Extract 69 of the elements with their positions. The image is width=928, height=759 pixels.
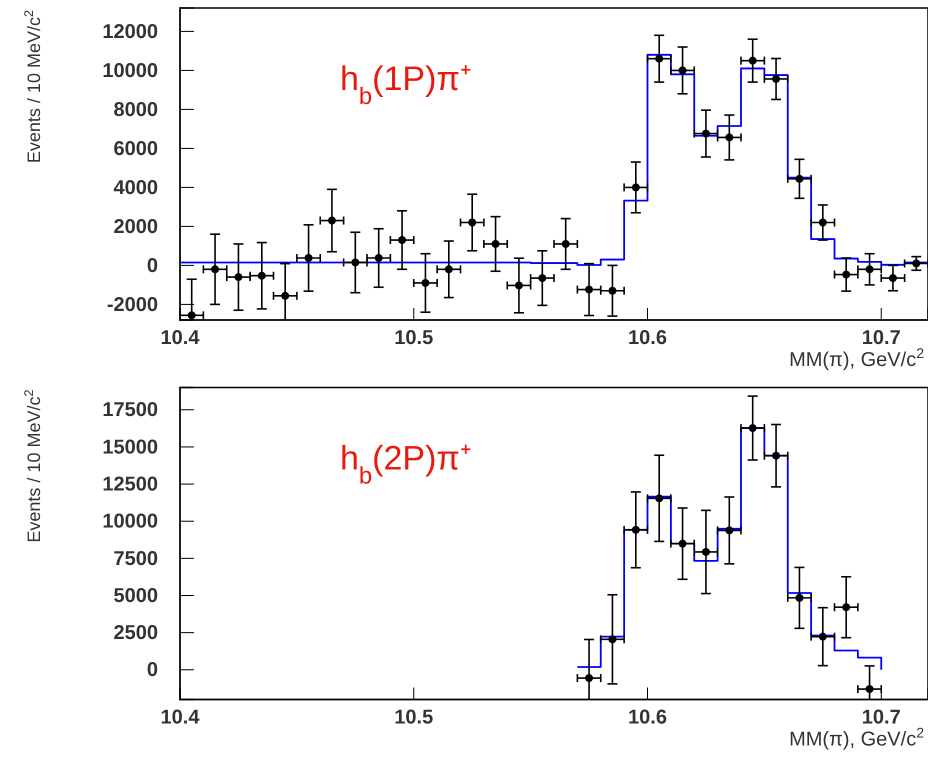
point (655, 494, 664, 502)
point (795, 594, 804, 602)
y-tick-label: 7500 (114, 548, 158, 570)
point (655, 54, 664, 63)
point (842, 270, 850, 279)
point (888, 274, 897, 282)
point (866, 265, 874, 274)
point (632, 526, 640, 534)
x-tick-label: 10.4 (160, 327, 200, 350)
point (444, 265, 453, 274)
point (421, 278, 430, 287)
y-tick-label: 15000 (102, 436, 158, 458)
point (585, 286, 594, 294)
point (328, 216, 336, 225)
x-tick-label: 10.5 (394, 706, 434, 729)
y-tick-label: 12000 (102, 20, 158, 43)
point (818, 632, 827, 641)
point (281, 292, 290, 300)
point (842, 603, 850, 612)
y-tick-label: 2500 (114, 622, 158, 644)
y-tick-label: 2000 (114, 216, 158, 238)
annotation: h$_{b}$(1P)π⁺ (340, 60, 471, 110)
point (304, 254, 313, 262)
point (632, 183, 640, 192)
point (585, 674, 594, 682)
y-tick-label: 0 (146, 254, 158, 277)
point (514, 282, 523, 290)
y-tick-label: 10000 (102, 60, 158, 82)
point (258, 272, 266, 280)
point (188, 311, 196, 320)
point (772, 75, 780, 83)
point (748, 56, 757, 65)
y-tick-label: 10000 (102, 510, 158, 533)
x-tick-label: 10.6 (628, 327, 667, 350)
point (211, 265, 220, 274)
y-tick-label: 12500 (102, 473, 158, 496)
point (374, 254, 383, 262)
point (608, 635, 616, 644)
point (678, 540, 687, 548)
point (562, 240, 570, 248)
y-tick-label: 5000 (114, 584, 158, 607)
point (398, 236, 406, 244)
point (468, 218, 476, 226)
point (234, 273, 242, 282)
point (748, 424, 757, 432)
y-tick-label: -2000 (106, 294, 158, 316)
point (538, 274, 546, 282)
x-tick-label: 10.6 (628, 706, 667, 729)
y-tick-label: 8000 (114, 98, 158, 121)
point (702, 130, 710, 138)
point (608, 286, 616, 295)
point (702, 548, 710, 556)
point (351, 258, 360, 266)
point (725, 134, 734, 142)
y-tick-label: 0 (146, 659, 158, 682)
point (725, 526, 734, 534)
y-tick-label: 17500 (102, 399, 158, 422)
point (818, 218, 827, 226)
point (772, 452, 780, 460)
point (795, 174, 804, 183)
x-tick-label: 10.5 (394, 327, 434, 350)
point (912, 259, 920, 268)
point (866, 685, 874, 694)
y-tick-label: 6000 (114, 138, 158, 160)
x-tick-label: 10.4 (160, 706, 200, 729)
y-tick-label: 4000 (114, 176, 158, 199)
annotation: h$_{b}$(2P)π⁺ (340, 440, 471, 489)
point (678, 66, 687, 74)
point (492, 240, 500, 248)
